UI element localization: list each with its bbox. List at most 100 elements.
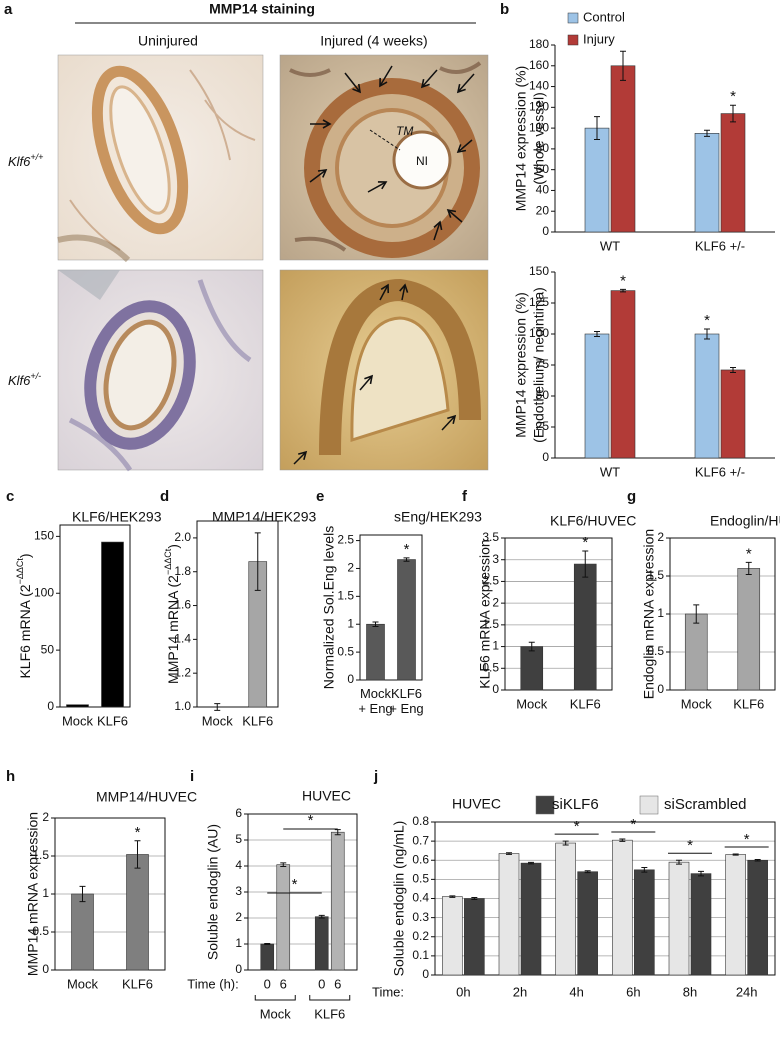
y-tick-label: 1 xyxy=(347,616,354,630)
y-axis-label-sup: −ΔΔCt xyxy=(163,548,173,575)
x-sub-label: 0 xyxy=(264,976,271,991)
y-tick-label: 1 xyxy=(657,606,664,620)
error-bar xyxy=(280,862,287,868)
significance-label: * xyxy=(574,818,580,835)
bar xyxy=(694,133,720,233)
y-tick-label: 150 xyxy=(34,529,54,543)
y-tick-label: 1.8 xyxy=(174,564,191,578)
y-tick-label: 1.5 xyxy=(32,848,49,862)
error-bar xyxy=(704,328,710,340)
y-axis-label-part: KLF6 mRNA (2 xyxy=(17,584,33,678)
chart-title: KLF6/HUVEC xyxy=(550,513,636,529)
x-tick-label: KLF6 + Eng xyxy=(389,686,423,716)
y-tick-label: 150 xyxy=(529,264,549,278)
y-tick-label: 80 xyxy=(536,141,550,155)
bar xyxy=(610,65,636,233)
bar xyxy=(520,862,542,976)
y-tick-label: 0 xyxy=(542,450,549,464)
y-tick-label: 0 xyxy=(47,699,54,713)
row-name: Klf6 xyxy=(8,154,31,169)
x-sub-label: 0 xyxy=(318,976,325,991)
legend-swatch xyxy=(567,12,579,24)
error-bar xyxy=(254,532,261,591)
bar xyxy=(747,859,768,976)
error-bar xyxy=(730,104,736,123)
error-bar xyxy=(134,840,141,869)
x-tick-label: KLF6 xyxy=(122,976,153,991)
panel-label: g xyxy=(627,488,636,505)
error-bar xyxy=(471,897,478,900)
plot-frame xyxy=(359,534,423,681)
x-tick-label: 24h xyxy=(736,984,758,999)
error-bar xyxy=(318,914,325,919)
error-bar xyxy=(372,621,379,627)
significance-label: * xyxy=(135,824,141,841)
y-tick-label: 50 xyxy=(41,642,55,656)
x-tick-label: 0h xyxy=(456,984,470,999)
y-tick-label: 1.2 xyxy=(174,665,191,679)
x-tick-label: WT xyxy=(600,464,620,479)
panel-label: e xyxy=(316,488,324,505)
y-tick-label: 2.0 xyxy=(174,530,191,544)
x-tick-label: KLF6 xyxy=(314,1006,345,1021)
significance-label: * xyxy=(308,812,314,829)
error-bar xyxy=(754,858,761,862)
chart: e sEng/HEK293 Normalized Sol.Eng levels 0 0.… xyxy=(316,488,482,716)
y-axis-label-part: ) xyxy=(17,553,33,558)
error-bar xyxy=(79,885,86,903)
x-sub-label: 6 xyxy=(334,976,341,991)
chart: h MMP14/HUVEC MMP14 mRNA expression 0 0.5 1 1.… xyxy=(6,768,197,991)
y-tick-label: 0.8 xyxy=(412,814,429,828)
bar xyxy=(330,831,345,971)
column-label: Injured (4 weeks) xyxy=(320,33,427,49)
bar xyxy=(577,871,598,976)
bar xyxy=(442,896,463,976)
chart-title: HUVEC xyxy=(452,796,501,812)
y-tick-label: 0 xyxy=(657,682,664,696)
y-tick-label: 0.7 xyxy=(412,833,429,847)
annotation: TM xyxy=(396,124,413,138)
y-axis-label: (Whole vessel) xyxy=(531,92,547,185)
y-tick-label: 0 xyxy=(347,672,354,686)
bar xyxy=(498,853,520,976)
error-bar xyxy=(730,366,736,373)
error-bar xyxy=(528,641,535,652)
x-tick-label: Mock xyxy=(516,696,548,711)
bar xyxy=(634,869,655,976)
plot-frame xyxy=(669,537,776,691)
y-axis-label: Soluble endoglin (ng/mL) xyxy=(391,821,407,977)
bar xyxy=(573,563,597,691)
x-tick-label: Mock xyxy=(681,696,713,711)
chart-title: sEng/HEK293 xyxy=(394,509,482,525)
y-tick-label: 3.5 xyxy=(482,530,499,544)
y-tick-label: 0.5 xyxy=(412,872,429,886)
y-axis-label: MMP14 mRNA expression xyxy=(25,812,41,976)
panel-label: b xyxy=(500,1,509,18)
error-bar xyxy=(582,550,589,578)
bar xyxy=(126,854,149,971)
y-tick-label: 3 xyxy=(235,884,242,898)
micrograph xyxy=(57,54,264,263)
y-tick-label: 100 xyxy=(34,585,54,599)
x-tick-label: Mock xyxy=(67,976,99,991)
error-bar xyxy=(619,838,626,842)
chart: MMP14 expression (%) (Endothelium/ neoint… xyxy=(513,264,775,479)
x-tick-label: Mock xyxy=(202,713,234,728)
bar xyxy=(260,943,275,971)
chart: b MMP14 expression (%) (Whole vessel) 0 20 40… xyxy=(500,1,775,253)
y-tick-label: 0.1 xyxy=(412,948,429,962)
error-bar xyxy=(403,557,410,562)
panel-a: a MMP14 staining Uninjured Injured (4 we… xyxy=(4,1,489,472)
bar xyxy=(397,559,416,681)
bar xyxy=(694,333,720,459)
bar xyxy=(101,541,124,708)
bar xyxy=(314,916,329,971)
legend-label: siScrambled xyxy=(664,796,747,813)
panel-label: h xyxy=(6,768,15,785)
y-tick-label: 1.5 xyxy=(647,568,664,582)
error-bar xyxy=(594,331,600,337)
x-tick-label: Mock xyxy=(260,1006,292,1021)
